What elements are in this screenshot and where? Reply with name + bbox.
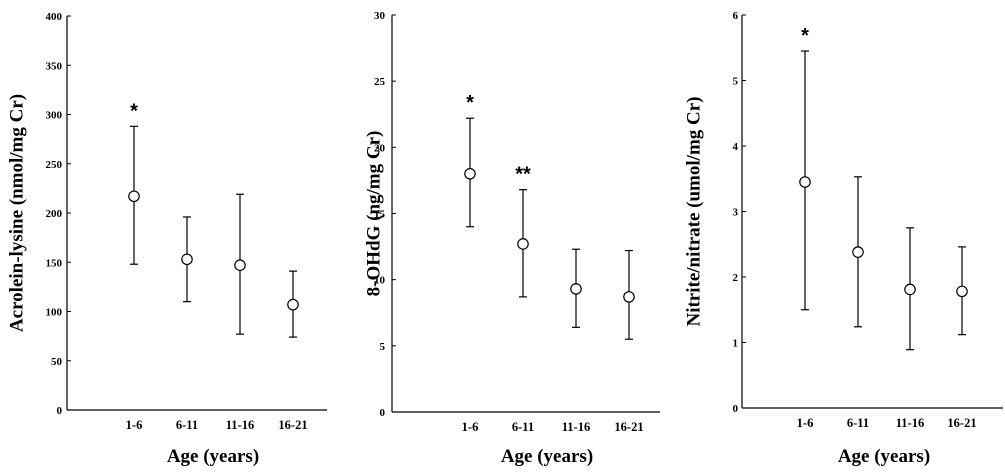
significance-marker: ** <box>515 164 531 186</box>
y-axis-title: Acrolein-lysine (nmol/mg Cr) <box>6 94 27 332</box>
y-tick-label: 0 <box>57 405 63 417</box>
x-tick-label: 6-11 <box>847 416 869 430</box>
x-tick-label: 16-21 <box>278 418 307 432</box>
data-point <box>623 291 635 303</box>
chart-panel-1: 0 50 100 150 200 250 300 350 400 Acrolein-lysine … <box>6 11 327 467</box>
y-tick-label: 400 <box>46 11 63 23</box>
y-tick-label: 4 <box>733 141 739 153</box>
y-tick-label: 3 <box>733 207 739 219</box>
y-axis-title: Nitrite/nitrate (umol/mg Cr) <box>683 96 704 326</box>
data-point <box>904 283 916 296</box>
x-tick-label: 1-6 <box>797 416 814 430</box>
significance-marker: * <box>466 92 474 114</box>
y-tick-label: 0 <box>733 403 739 415</box>
chart-panel-3: 0 1 2 3 4 5 6 Nitrite/nitrate (umol/mg Cr) Age (… <box>683 10 1003 467</box>
data-point <box>852 246 864 258</box>
y-tick-label: 10 <box>374 275 386 287</box>
data-point <box>956 285 968 298</box>
y-tick-label: 15 <box>374 209 386 221</box>
y-tick-label: 6 <box>733 10 739 22</box>
y-tick-label: 250 <box>46 159 63 171</box>
x-tick-label: 6-11 <box>176 418 198 432</box>
x-tick-label: 11-16 <box>562 420 590 434</box>
x-axis-title: Age (years) <box>838 446 930 467</box>
x-tick-label: 6-11 <box>512 420 534 434</box>
x-tick-label: 11-16 <box>226 418 254 432</box>
data-point <box>128 190 140 203</box>
significance-marker: * <box>801 25 809 47</box>
y-tick-label: 25 <box>374 76 386 88</box>
data-point <box>464 168 476 180</box>
y-tick-label: 20 <box>374 142 386 154</box>
x-axis-title: Age (years) <box>167 446 259 467</box>
data-point <box>517 238 529 250</box>
x-axis-title: Age (years) <box>501 446 593 467</box>
y-tick-label: 5 <box>380 341 386 353</box>
data-point <box>799 176 811 188</box>
y-tick-label: 1 <box>733 338 739 350</box>
x-tick-label: 11-16 <box>896 416 924 430</box>
significance-marker: * <box>130 100 138 122</box>
y-tick-label: 0 <box>380 407 386 419</box>
y-tick-label: 300 <box>46 110 63 122</box>
y-tick-label: 150 <box>46 257 63 269</box>
y-tick-label: 30 <box>374 10 386 22</box>
data-point <box>570 283 582 295</box>
y-tick-label: 100 <box>46 307 63 319</box>
y-tick-label: 50 <box>51 356 63 368</box>
data-point <box>181 253 193 266</box>
y-axis-title: 8-OHdG (ng/mg Cr) <box>363 131 384 297</box>
x-tick-label: 16-21 <box>947 416 976 430</box>
data-point <box>287 298 299 311</box>
y-tick-label: 2 <box>733 272 739 284</box>
x-tick-label: 1-6 <box>126 418 143 432</box>
y-tick-label: 350 <box>46 60 63 72</box>
data-point <box>234 259 246 272</box>
chart-panel-2: 0 5 10 15 20 25 30 8-OHdG (ng/mg Cr) Age (years)… <box>363 10 660 467</box>
x-tick-label: 16-21 <box>614 420 643 434</box>
y-tick-label: 5 <box>733 76 739 88</box>
x-tick-label: 1-6 <box>462 420 479 434</box>
y-tick-label: 200 <box>46 208 63 220</box>
